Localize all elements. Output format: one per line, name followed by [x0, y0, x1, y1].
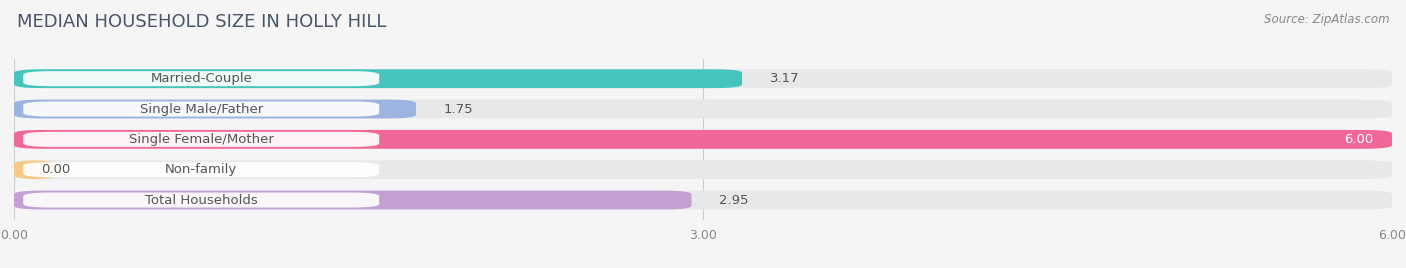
Text: 0.00: 0.00 — [42, 163, 70, 176]
Text: MEDIAN HOUSEHOLD SIZE IN HOLLY HILL: MEDIAN HOUSEHOLD SIZE IN HOLLY HILL — [17, 13, 387, 31]
FancyBboxPatch shape — [24, 192, 380, 207]
Text: Total Households: Total Households — [145, 193, 257, 207]
FancyBboxPatch shape — [24, 132, 380, 147]
Text: 3.17: 3.17 — [769, 72, 799, 85]
FancyBboxPatch shape — [14, 191, 1392, 210]
FancyBboxPatch shape — [14, 100, 416, 118]
FancyBboxPatch shape — [14, 69, 1392, 88]
FancyBboxPatch shape — [14, 69, 742, 88]
FancyBboxPatch shape — [14, 100, 1392, 118]
Text: Single Male/Father: Single Male/Father — [139, 103, 263, 116]
Text: 1.75: 1.75 — [443, 103, 474, 116]
FancyBboxPatch shape — [14, 160, 55, 179]
FancyBboxPatch shape — [14, 191, 692, 210]
Text: 2.95: 2.95 — [718, 193, 748, 207]
FancyBboxPatch shape — [24, 71, 380, 86]
Text: Non-family: Non-family — [165, 163, 238, 176]
FancyBboxPatch shape — [14, 130, 1392, 149]
Text: Married-Couple: Married-Couple — [150, 72, 252, 85]
FancyBboxPatch shape — [14, 160, 1392, 179]
Text: 6.00: 6.00 — [1344, 133, 1374, 146]
FancyBboxPatch shape — [14, 130, 1392, 149]
FancyBboxPatch shape — [24, 102, 380, 117]
Text: Single Female/Mother: Single Female/Mother — [129, 133, 274, 146]
FancyBboxPatch shape — [24, 162, 380, 177]
Text: Source: ZipAtlas.com: Source: ZipAtlas.com — [1264, 13, 1389, 27]
